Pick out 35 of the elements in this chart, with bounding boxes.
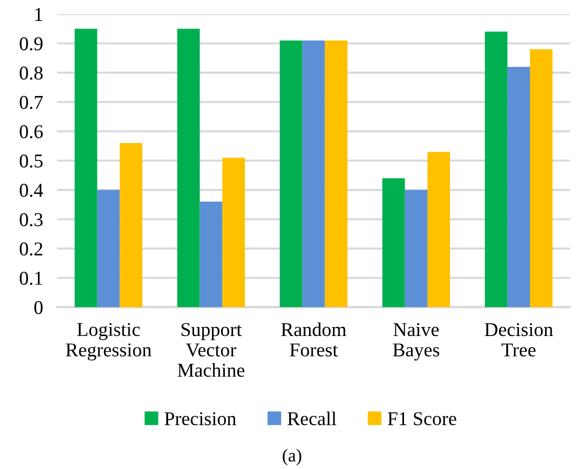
y-tick-label: 0.6 [20, 125, 43, 138]
x-tick-label: Support Vector Machine [178, 323, 244, 377]
bar [302, 40, 325, 308]
bar [324, 40, 348, 308]
bar [222, 158, 245, 308]
y-tick-label: 0.1 [20, 272, 42, 285]
y-tick-label: 0.9 [20, 37, 43, 50]
bar [280, 40, 302, 308]
bar [382, 178, 405, 308]
y-tick-label: 0.8 [20, 66, 43, 80]
y-tick-label: 0.7 [20, 96, 43, 110]
bar [507, 66, 530, 308]
y-tick-label: 0.3 [20, 213, 43, 226]
bar [177, 28, 200, 308]
bar [74, 28, 98, 308]
bar [427, 152, 450, 308]
legend-label: F1 Score [388, 412, 456, 426]
y-tick-label: 1 [35, 8, 42, 21]
bar [530, 49, 553, 308]
x-tick-label: Naive Bayes [392, 323, 440, 360]
bar [404, 190, 428, 308]
bar [484, 32, 508, 308]
y-tick-label: 0 [34, 301, 43, 314]
bar [120, 143, 142, 308]
text: (a) [282, 448, 302, 466]
y-tick-label: 0.2 [20, 242, 42, 256]
bar [97, 190, 120, 308]
bar [200, 202, 222, 308]
y-tick-label: 0.4 [20, 184, 44, 197]
y-tick-label: 0.5 [20, 154, 43, 168]
legend-label: Recall [288, 412, 336, 426]
x-tick-label: Logistic Regression [66, 323, 152, 360]
x-tick-label: Decision Tree [484, 323, 553, 356]
x-tick-label: Random Forest [281, 322, 346, 356]
legend-label: Precision [164, 412, 236, 426]
